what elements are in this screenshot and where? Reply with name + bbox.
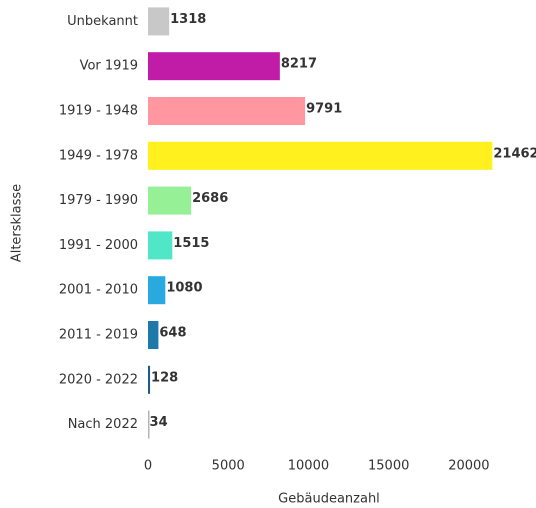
value-label: 34 [150, 415, 168, 430]
bar [148, 365, 151, 394]
value-label: 648 [159, 326, 186, 341]
value-label: 8217 [281, 57, 317, 72]
bar [148, 231, 173, 260]
y-tick-label: 2020 - 2022 [59, 372, 138, 387]
x-tick-label: 15000 [368, 459, 409, 474]
bar [148, 141, 493, 170]
x-tick-label: 20000 [448, 459, 489, 474]
y-tick-label: 1979 - 1990 [59, 193, 138, 208]
value-label: 128 [151, 370, 178, 385]
x-tick-label: 5000 [212, 459, 245, 474]
bar [148, 52, 280, 81]
x-tick-label: 0 [144, 459, 152, 474]
bar [148, 276, 166, 305]
bar [148, 7, 170, 36]
value-label: 2686 [192, 191, 228, 206]
y-tick-label: 1949 - 1978 [59, 148, 138, 163]
y-tick-label: 2011 - 2019 [59, 328, 138, 343]
y-axis-title: Altersklasse [10, 184, 25, 262]
x-tick-label: 10000 [288, 459, 329, 474]
y-tick-label: Nach 2022 [68, 417, 138, 432]
bar [148, 97, 306, 125]
value-label: 9791 [306, 102, 342, 117]
y-tick-label: 1991 - 2000 [59, 238, 138, 253]
value-label: 1080 [166, 281, 202, 296]
bar [148, 410, 150, 439]
value-label: 1318 [170, 12, 206, 27]
y-tick-label: Unbekannt [67, 14, 138, 29]
bar [148, 186, 192, 215]
x-axis-title: Gebäudeanzahl [278, 492, 380, 507]
value-label: 1515 [173, 236, 209, 251]
y-tick-label: 2001 - 2010 [59, 283, 138, 298]
y-tick-label: Vor 1919 [80, 59, 138, 74]
value-label: 21462 [493, 146, 536, 161]
bar [148, 321, 159, 349]
y-tick-label: 1919 - 1948 [59, 104, 138, 119]
